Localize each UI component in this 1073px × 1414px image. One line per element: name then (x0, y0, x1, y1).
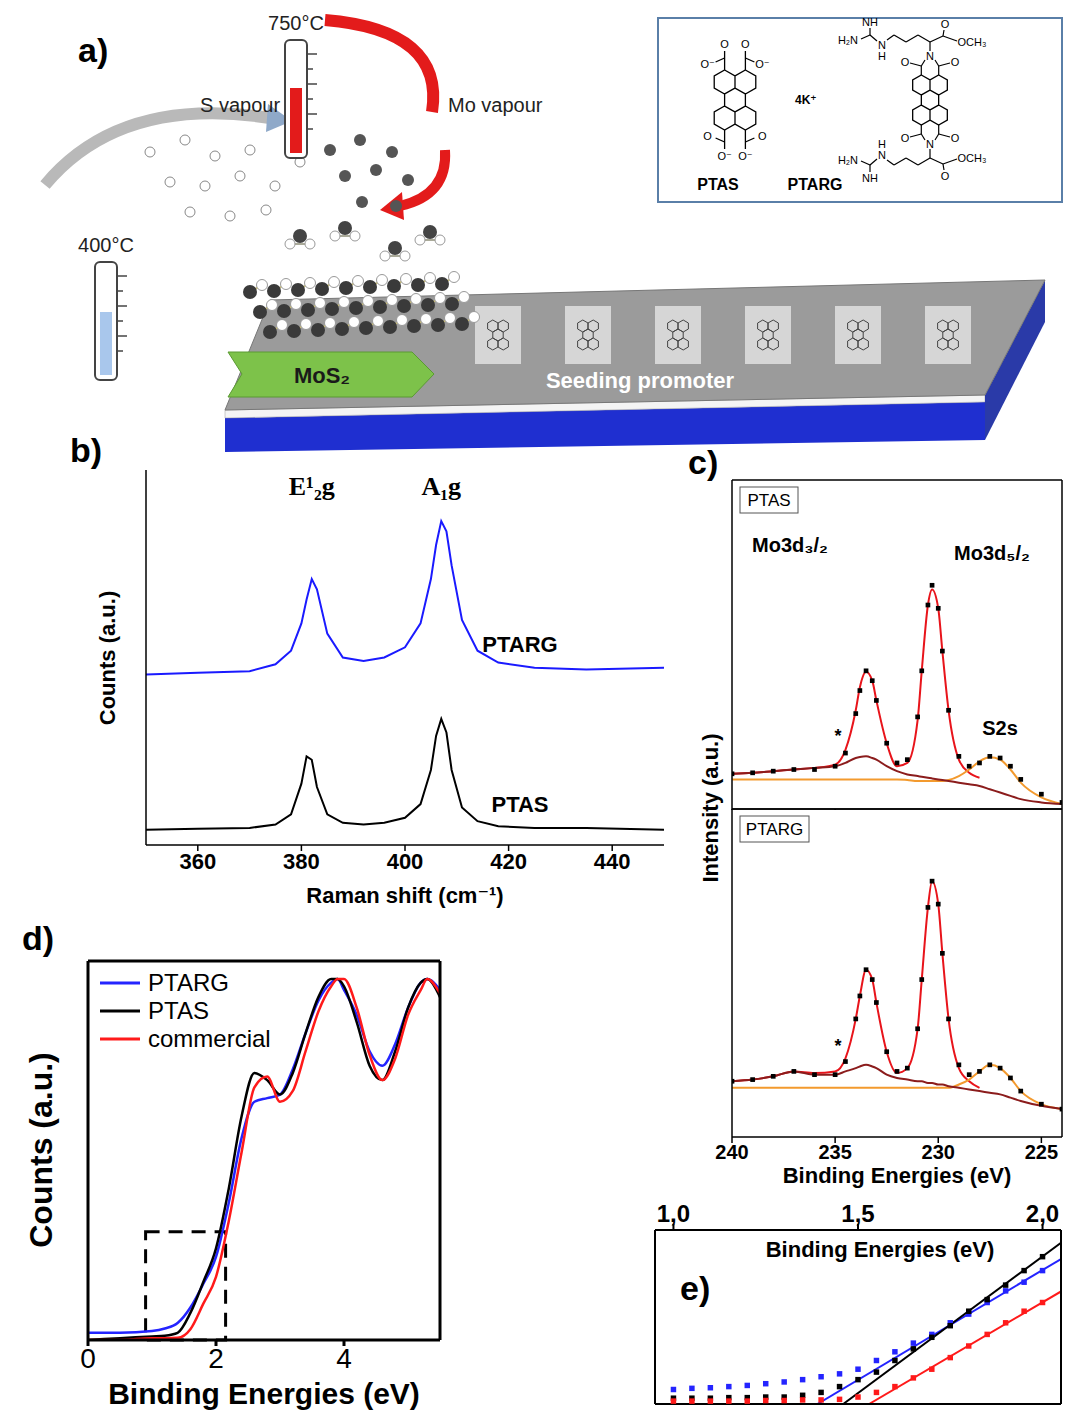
svg-text:E¹₂g: E¹₂g (289, 472, 335, 501)
svg-text:NH: NH (862, 172, 878, 184)
svg-text:Binding Energies (eV): Binding Energies (eV) (108, 1377, 420, 1410)
svg-text:O: O (901, 56, 910, 68)
svg-text:A₁g: A₁g (421, 472, 461, 501)
svg-text:H: H (878, 50, 886, 62)
svg-text:PTARG: PTARG (746, 820, 803, 839)
svg-text:O⁻: O⁻ (738, 150, 753, 162)
svg-text:Seeding promoter: Seeding promoter (546, 368, 735, 393)
svg-text:S vapour: S vapour (200, 94, 280, 116)
svg-text:H: H (878, 138, 886, 150)
svg-text:O: O (758, 130, 767, 142)
svg-text:1,0: 1,0 (657, 1200, 690, 1227)
svg-text:a): a) (78, 31, 108, 69)
svg-text:225: 225 (1025, 1141, 1058, 1163)
svg-text:d): d) (22, 919, 54, 957)
svg-text:230: 230 (922, 1141, 955, 1163)
svg-text:PTAS: PTAS (697, 176, 739, 193)
svg-text:Binding Energies (eV): Binding Energies (eV) (766, 1237, 995, 1262)
svg-text:PTAS: PTAS (491, 792, 548, 817)
svg-text:Raman shift (cm⁻¹): Raman shift (cm⁻¹) (306, 883, 503, 908)
svg-text:*: * (834, 1036, 841, 1056)
svg-text:*: * (834, 726, 841, 746)
svg-text:Counts (a.u.): Counts (a.u.) (95, 591, 120, 725)
svg-text:1,5: 1,5 (841, 1200, 874, 1227)
svg-text:O: O (720, 38, 729, 50)
svg-text:0: 0 (80, 1343, 96, 1374)
svg-text:Mo3d₃/₂: Mo3d₃/₂ (752, 534, 828, 556)
svg-text:Binding Energies (eV): Binding Energies (eV) (783, 1163, 1012, 1188)
svg-text:235: 235 (818, 1141, 851, 1163)
svg-text:H₂N: H₂N (838, 34, 858, 46)
svg-text:O: O (741, 38, 750, 50)
svg-text:440: 440 (594, 849, 631, 874)
svg-text:Intensity (a.u.): Intensity (a.u.) (698, 733, 723, 882)
svg-text:O: O (703, 130, 712, 142)
svg-text:O: O (951, 132, 960, 144)
svg-text:400°C: 400°C (78, 234, 134, 256)
svg-text:N: N (878, 39, 886, 51)
svg-text:PTARG: PTARG (788, 176, 843, 193)
svg-text:O: O (901, 132, 910, 144)
svg-text:PTAS: PTAS (747, 491, 790, 510)
svg-text:OCH₃: OCH₃ (958, 36, 987, 48)
svg-text:Mo3d₅/₂: Mo3d₅/₂ (954, 542, 1030, 564)
svg-text:O⁻: O⁻ (717, 150, 732, 162)
svg-text:240: 240 (715, 1141, 748, 1163)
svg-text:PTARG: PTARG (482, 632, 557, 657)
svg-text:400: 400 (387, 849, 424, 874)
svg-text:Mo vapour: Mo vapour (448, 94, 543, 116)
svg-text:H₂N: H₂N (838, 154, 858, 166)
svg-text:2: 2 (208, 1343, 224, 1374)
svg-text:Counts (a.u.): Counts (a.u.) (23, 1052, 59, 1248)
svg-text:750°C: 750°C (268, 12, 324, 34)
svg-text:N: N (878, 149, 886, 161)
svg-text:commercial: commercial (148, 1025, 271, 1052)
svg-text:420: 420 (490, 849, 527, 874)
svg-text:NH: NH (862, 16, 878, 28)
svg-text:O: O (951, 56, 960, 68)
svg-text:O: O (941, 170, 950, 182)
svg-text:4K⁺: 4K⁺ (795, 93, 817, 107)
svg-text:PTAS: PTAS (148, 997, 209, 1024)
svg-text:b): b) (70, 431, 102, 469)
svg-text:2,0: 2,0 (1026, 1200, 1059, 1227)
svg-text:MoS₂: MoS₂ (294, 363, 350, 388)
svg-text:PTARG: PTARG (148, 969, 229, 996)
svg-text:OCH₃: OCH₃ (958, 152, 987, 164)
svg-text:O: O (941, 18, 950, 30)
svg-text:380: 380 (283, 849, 320, 874)
svg-text:4: 4 (336, 1343, 352, 1374)
svg-text:O⁻: O⁻ (755, 58, 770, 70)
svg-text:e): e) (680, 1269, 710, 1307)
svg-text:c): c) (688, 443, 718, 481)
svg-text:N: N (926, 50, 934, 62)
svg-text:N: N (926, 138, 934, 150)
svg-text:O⁻: O⁻ (700, 58, 715, 70)
svg-text:360: 360 (179, 849, 216, 874)
svg-text:S2s: S2s (982, 717, 1018, 739)
